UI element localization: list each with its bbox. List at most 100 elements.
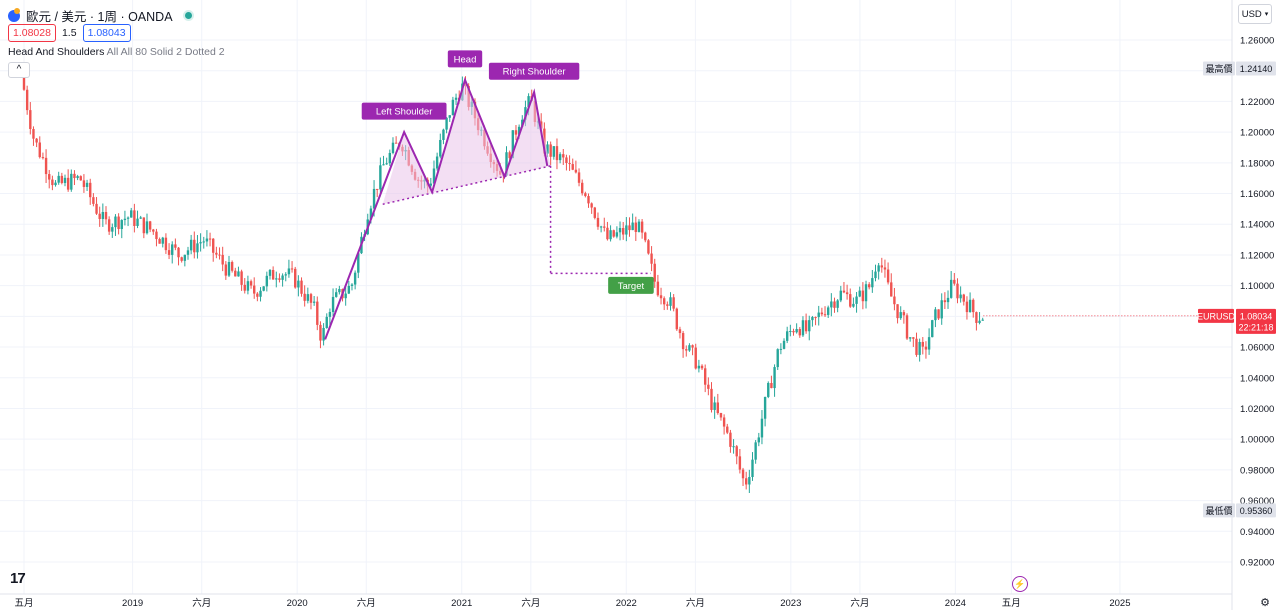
collapse-legend-button[interactable]: ^ xyxy=(8,62,30,78)
candle-body xyxy=(196,243,199,253)
candle-body xyxy=(716,402,720,414)
x-tick-label: 六月 xyxy=(357,597,376,609)
candle-body xyxy=(874,271,877,279)
candle-body xyxy=(593,207,597,218)
candle-body xyxy=(54,182,57,186)
candle-body xyxy=(32,128,35,139)
settings-gear-icon[interactable]: ⚙ xyxy=(1260,597,1270,609)
candle-body xyxy=(70,173,73,190)
candle-body xyxy=(63,177,67,183)
tradingview-logo-icon[interactable]: 17 xyxy=(10,570,26,587)
y-tick-label: 1.20000 xyxy=(1240,128,1274,139)
y-tick-label: 1.04000 xyxy=(1240,373,1274,384)
candle-body xyxy=(98,213,101,219)
candle-body xyxy=(202,241,205,243)
candle-body xyxy=(820,312,824,315)
candle-body xyxy=(256,293,259,297)
candle-body xyxy=(685,349,688,351)
currency-label: USD xyxy=(1241,8,1262,20)
candle-body xyxy=(943,300,947,303)
indicator-legend[interactable]: Head And Shoulders All All 80 Solid 2 Do… xyxy=(8,46,225,58)
candle-body xyxy=(445,117,448,130)
candle-body xyxy=(603,226,606,228)
symbol-title[interactable]: 歐元 / 美元 · 1周 · OANDA xyxy=(26,10,173,24)
candle-body xyxy=(287,268,291,275)
candle-body xyxy=(965,301,969,313)
candle-body xyxy=(167,250,171,255)
indicator-params: All All 80 Solid 2 Dotted 2 xyxy=(106,46,225,58)
x-tick-label: 2023 xyxy=(780,598,801,609)
candle-body xyxy=(514,130,518,135)
buy-price-button[interactable]: 1.08043 xyxy=(82,24,131,42)
candle-body xyxy=(347,285,351,294)
x-tick-label: 五月 xyxy=(1002,598,1021,609)
candle-body xyxy=(123,218,127,221)
bar-countdown: 22:21:18 xyxy=(1238,322,1273,332)
candle-body xyxy=(830,301,833,308)
candle-body xyxy=(177,247,180,258)
candle-body xyxy=(574,169,578,173)
candle-body xyxy=(748,477,751,485)
candle-body xyxy=(634,222,638,232)
candle-body xyxy=(656,281,660,296)
lightning-icon[interactable]: ⚡ xyxy=(1012,576,1028,592)
candle-body xyxy=(278,278,281,280)
candle-body xyxy=(284,274,287,276)
high-marker-label-bg xyxy=(1203,61,1235,76)
candle-body xyxy=(741,469,745,479)
candle-body xyxy=(435,156,439,169)
x-tick-label: 2024 xyxy=(945,598,966,609)
x-tick-label: 2019 xyxy=(122,598,143,609)
currency-button[interactable]: USD ▾ xyxy=(1238,4,1272,24)
candle-body xyxy=(552,146,556,157)
y-tick-label: 1.10000 xyxy=(1240,281,1274,292)
candle-body xyxy=(703,368,707,385)
candle-body xyxy=(855,296,858,304)
candle-body xyxy=(795,329,798,333)
candle-body xyxy=(145,221,149,234)
candle-body xyxy=(975,312,978,323)
high-marker-value-bg xyxy=(1236,61,1276,76)
candle-body xyxy=(672,297,675,309)
candle-body xyxy=(650,253,653,264)
candle-body xyxy=(372,188,376,209)
candle-body xyxy=(722,417,726,427)
candle-body xyxy=(669,297,672,306)
candle-body xyxy=(647,240,650,254)
candle-body xyxy=(133,210,136,226)
candle-body xyxy=(379,165,382,190)
candle-body xyxy=(940,300,943,319)
candle-body xyxy=(628,225,631,231)
candle-body xyxy=(757,437,761,443)
candle-body xyxy=(306,294,310,301)
candle-body xyxy=(546,144,549,154)
low-marker-value-bg xyxy=(1236,503,1276,518)
candle-body xyxy=(719,413,723,418)
candle-body xyxy=(85,182,89,187)
candle-body xyxy=(126,217,130,219)
sell-price-button[interactable]: 1.08028 xyxy=(8,24,56,42)
y-tick-label: 0.92000 xyxy=(1240,558,1274,569)
candle-body xyxy=(754,442,757,460)
left-shoulder-label-bg xyxy=(361,102,447,120)
candle-body xyxy=(29,110,32,129)
candle-body xyxy=(60,175,64,183)
pattern-line[interactable] xyxy=(324,76,549,340)
y-tick-label: 1.02000 xyxy=(1240,404,1274,415)
candle-body xyxy=(618,228,622,233)
candle-body xyxy=(767,382,770,397)
candle-body xyxy=(385,163,388,165)
candle-body xyxy=(107,219,111,232)
neckline[interactable] xyxy=(382,165,551,206)
candle-body xyxy=(606,227,609,240)
candle-body xyxy=(710,388,713,410)
candle-body xyxy=(246,281,250,291)
candle-body xyxy=(558,154,562,161)
candle-body xyxy=(391,142,395,153)
candle-body xyxy=(763,396,767,419)
y-tick-label: 1.22000 xyxy=(1240,97,1274,108)
x-tick-label: 六月 xyxy=(192,597,211,609)
right-shoulder-label: Right Shoulder xyxy=(503,67,566,78)
candle-body xyxy=(801,320,805,336)
